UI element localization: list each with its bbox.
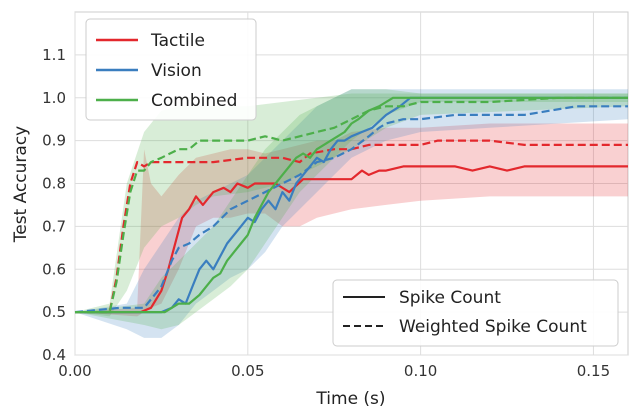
x-tick-label: 0.00 xyxy=(58,362,91,380)
legend-readout-frame xyxy=(332,279,619,347)
legend-combined-label: Combined xyxy=(151,91,237,111)
combined-weighted-spike-count-band xyxy=(75,93,628,317)
y-tick-label: 1.1 xyxy=(42,46,66,64)
legend-readout: Spike Count Weighted Spike Count xyxy=(332,279,619,347)
y-tick-label: 0.8 xyxy=(42,175,66,193)
legend-modality: Tactile Vision Combined xyxy=(85,18,257,121)
tactile-spike-count-line xyxy=(75,165,628,314)
y-tick-label: 1.0 xyxy=(42,89,66,107)
y-tick-label: 0.4 xyxy=(42,346,66,364)
x-axis-label: Time (s) xyxy=(315,389,385,409)
y-tick-label: 0.7 xyxy=(42,217,66,235)
tactile-spike-count-band xyxy=(75,123,628,317)
x-tick-label: 0.10 xyxy=(404,362,437,380)
vision-weighted-spike-count-band xyxy=(75,89,628,338)
y-tick-label: 0.5 xyxy=(42,303,66,321)
y-axis-label: Test Accuracy xyxy=(11,126,31,244)
vision-spike-count-line xyxy=(75,96,628,314)
combined-weighted-spike-count-line xyxy=(75,96,628,314)
legend-weighted-spike-count-label: Weighted Spike Count xyxy=(399,317,587,337)
y-tick-label: 0.9 xyxy=(42,132,66,150)
x-tick-label: 0.05 xyxy=(231,362,264,380)
x-tick-label: 0.15 xyxy=(577,362,610,380)
tactile-weighted-spike-count-line xyxy=(75,139,628,314)
legend-modality-frame xyxy=(85,18,257,121)
combined-spike-count-line xyxy=(75,96,628,314)
legend-tactile-label: Tactile xyxy=(150,31,205,51)
x-axis-ticks: 0.00 0.05 0.10 0.15 xyxy=(58,362,610,380)
vision-weighted-spike-count-line xyxy=(74,105,628,314)
legend-spike-count-label: Spike Count xyxy=(399,288,501,308)
legend-vision-label: Vision xyxy=(151,61,202,81)
y-tick-label: 0.6 xyxy=(42,260,66,278)
y-axis-ticks: 0.4 0.5 0.6 0.7 0.8 0.9 1.0 1.1 xyxy=(42,46,66,364)
series-lines xyxy=(74,96,628,314)
